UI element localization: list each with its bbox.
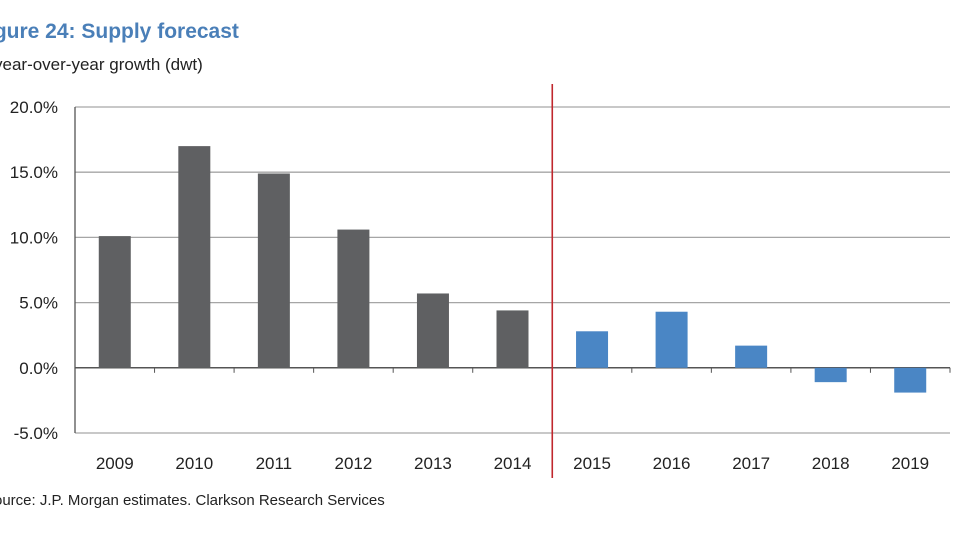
x-tick-label: 2019 [891,454,929,473]
y-tick-label: 10.0% [10,228,58,247]
bar-2015 [576,331,609,368]
bar-2014 [496,310,529,368]
y-tick-label: 5.0% [19,294,58,313]
x-tick-label: 2017 [732,454,770,473]
x-tick-label: 2015 [573,454,611,473]
bar-2010 [178,146,211,368]
bar-2017 [735,345,768,368]
bar-2011 [257,173,290,368]
source-note: ource: J.P. Morgan estimates. Clarkson R… [0,492,385,509]
y-tick-label: 20.0% [10,98,58,117]
x-tick-label: 2014 [494,454,532,473]
x-tick-label: 2012 [334,454,372,473]
bar-2012 [337,229,370,368]
bar-2019 [894,367,927,393]
bar-2009 [98,236,131,368]
bar-2013 [416,293,449,368]
chart-subtitle: year-over-year growth (dwt) [0,55,203,74]
x-tick-label: 2010 [175,454,213,473]
y-tick-label: 0.0% [19,359,58,378]
x-tick-label: 2009 [96,454,134,473]
x-tick-label: 2013 [414,454,452,473]
bar-2016 [655,311,688,368]
x-tick-label: 2011 [256,454,293,473]
bar-chart: 20.0% 15.0% 10.0% 5.0% 0.0% -5.0% 2009 2010 2011… [10,84,951,478]
x-tick-label: 2016 [653,454,691,473]
chart-title: igure 24: Supply forecast [0,20,239,43]
y-tick-label: 15.0% [10,163,58,182]
bar-2018 [814,367,847,383]
y-tick-label: -5.0% [14,424,58,443]
x-tick-label: 2018 [812,454,850,473]
